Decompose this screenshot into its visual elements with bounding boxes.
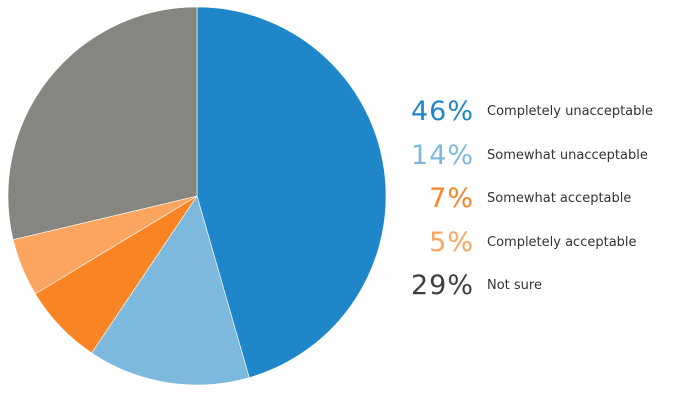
legend: 46% Completely unacceptable 14% Somewhat… [400,90,675,308]
legend-label-somewhat-unacceptable: Somewhat unacceptable [487,147,648,163]
pie-slice-somewhat-unacceptable [91,195,250,386]
legend-value-completely-unacceptable: 46% [410,96,474,128]
legend-label-somewhat-acceptable: Somewhat acceptable [487,191,632,207]
legend-label-completely-acceptable: Completely acceptable [487,234,637,250]
legend-row-completely-unacceptable: 46% Completely unacceptable [400,90,675,134]
legend-value-somewhat-unacceptable: 14% [410,139,474,171]
legend-value-not-sure: 29% [410,270,474,302]
legend-label-completely-unacceptable: Completely unacceptable [487,104,654,120]
pie-chart [7,6,387,386]
pie-slice-completely-unacceptable [196,6,387,379]
legend-value-completely-acceptable: 5% [429,226,474,258]
legend-label-not-sure: Not sure [487,278,542,294]
legend-row-somewhat-unacceptable: 14% Somewhat unacceptable [400,134,675,178]
pie-slice-not-sure [7,6,198,241]
legend-row-completely-acceptable: 5% Completely acceptable [400,221,675,265]
legend-row-not-sure: 29% Not sure [400,264,675,308]
legend-value-somewhat-acceptable: 7% [429,183,474,215]
legend-row-somewhat-acceptable: 7% Somewhat acceptable [400,177,675,221]
